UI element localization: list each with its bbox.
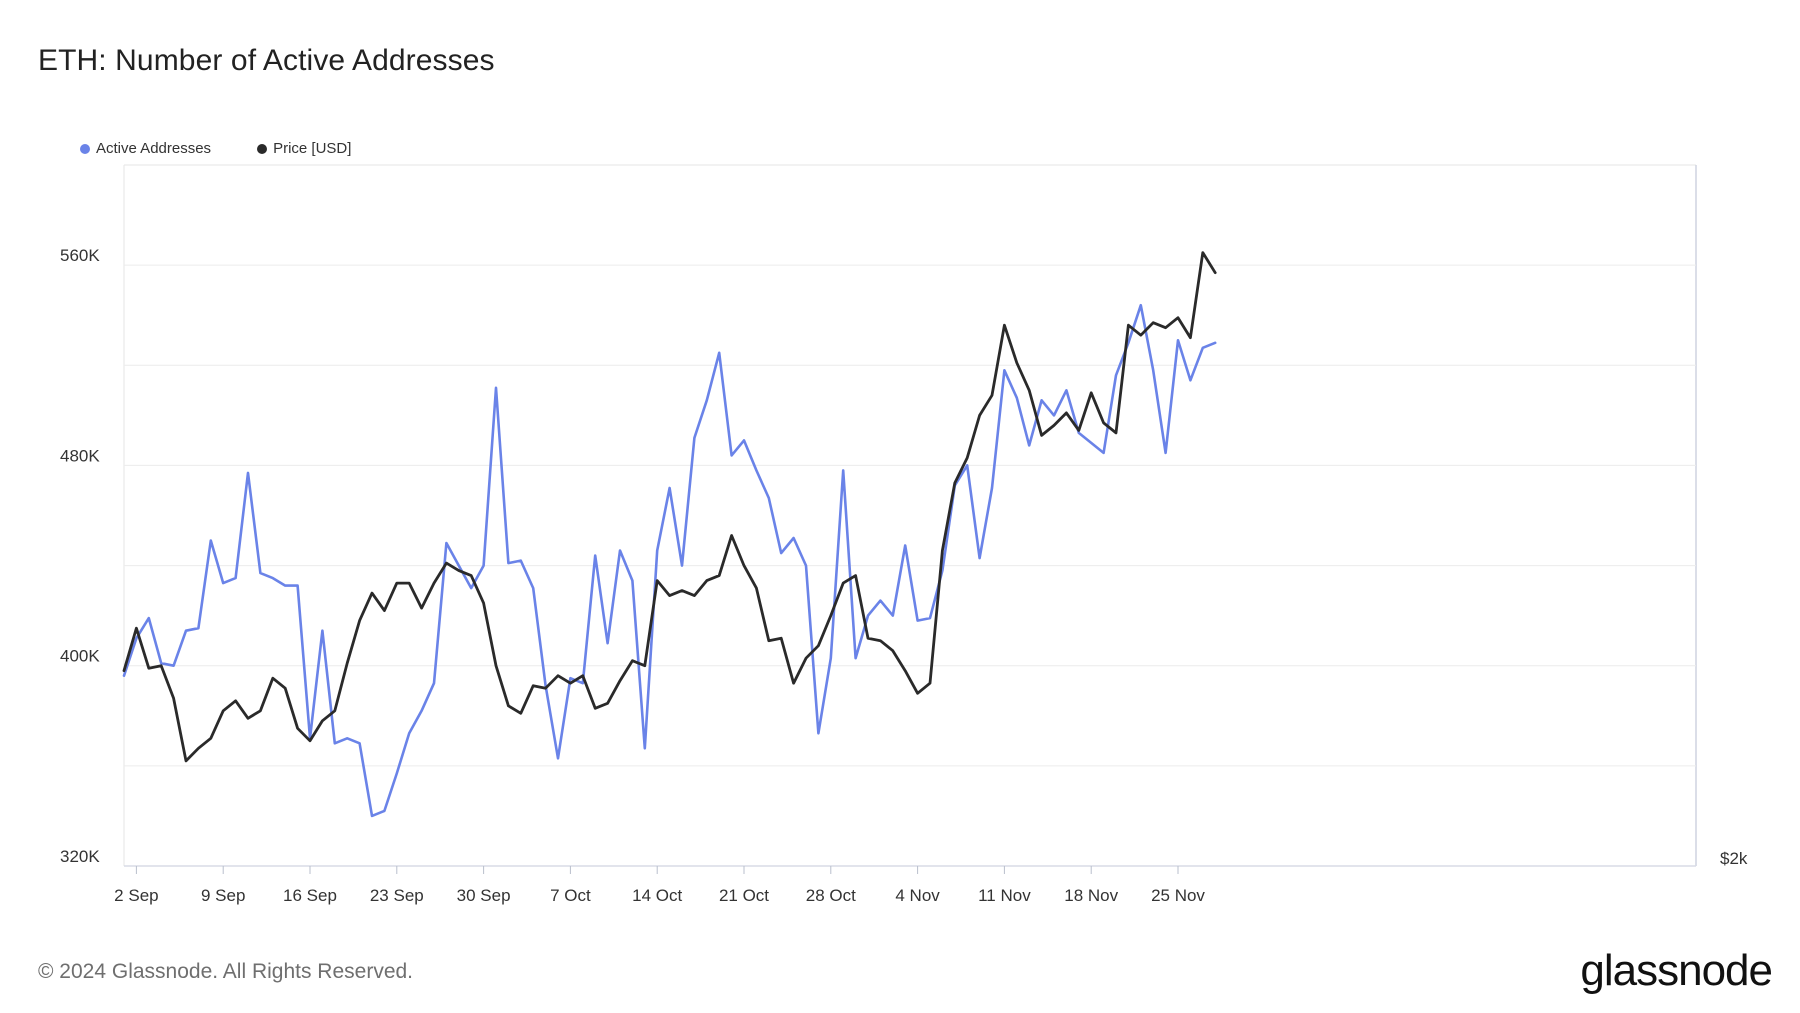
x-tick-label: 2 Sep	[114, 886, 158, 905]
x-tick-label: 23 Sep	[370, 886, 424, 905]
chart-legend: Active Addresses Price [USD]	[80, 140, 351, 157]
line-chart[interactable]: 320K 400K 480K 560K $2k 2 Sep 9 Sep 16 Sep 23 Se…	[0, 0, 1800, 940]
y-tick-label: 480K	[60, 446, 100, 465]
legend-label-active: Active Addresses	[96, 140, 212, 157]
x-tick-label: 14 Oct	[632, 886, 682, 905]
right-axis-label: $2k	[1720, 849, 1748, 868]
x-tick-label: 16 Sep	[283, 886, 337, 905]
legend-dot-active-icon	[80, 143, 90, 154]
y-tick-label: 320K	[60, 847, 100, 866]
series-line-price[interactable]	[122, 251, 1217, 763]
series-line-active-addresses[interactable]	[122, 303, 1217, 818]
x-tick-label: 11 Nov	[978, 886, 1031, 905]
legend-item-active-addresses[interactable]: Active Addresses	[80, 140, 211, 157]
legend-label-price: Price [USD]	[273, 140, 352, 157]
x-tick-label: 21 Oct	[719, 886, 769, 905]
x-tick-label: 9 Sep	[201, 886, 245, 905]
x-tick-label: 7 Oct	[550, 886, 591, 905]
x-tick-label: 25 Nov	[1151, 886, 1205, 905]
copyright-text: © 2024 Glassnode. All Rights Reserved.	[38, 960, 414, 983]
legend-dot-price-icon	[257, 143, 268, 154]
chart-title: ETH: Number of Active Addresses	[38, 44, 495, 77]
x-tick-label: 4 Nov	[895, 886, 940, 905]
x-tick-label: 18 Nov	[1064, 886, 1118, 905]
y-tick-label: 400K	[60, 647, 100, 666]
legend-item-price[interactable]: Price [USD]	[257, 140, 351, 157]
x-tick-label: 28 Oct	[806, 886, 856, 905]
y-tick-label: 560K	[60, 246, 100, 265]
x-tick-label: 30 Sep	[457, 886, 511, 905]
glassnode-logo: glassnode	[1580, 946, 1773, 995]
